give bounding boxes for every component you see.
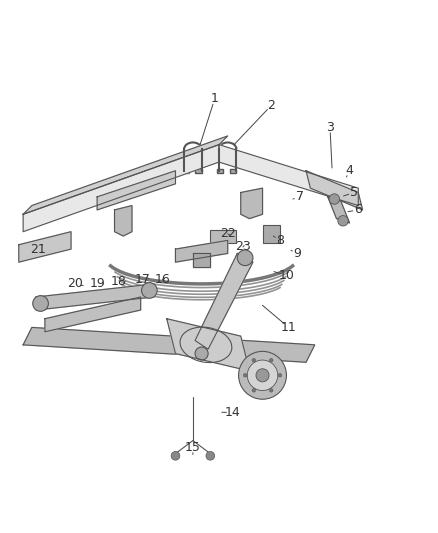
- Polygon shape: [45, 297, 141, 332]
- Polygon shape: [219, 144, 358, 206]
- Text: 10: 10: [279, 269, 294, 282]
- Text: 17: 17: [135, 273, 151, 286]
- Circle shape: [247, 360, 278, 391]
- Circle shape: [141, 282, 157, 298]
- Text: 12: 12: [263, 360, 279, 373]
- Text: 2: 2: [267, 99, 275, 112]
- Circle shape: [206, 451, 215, 460]
- Circle shape: [252, 389, 255, 392]
- Text: 3: 3: [326, 121, 334, 134]
- Text: 13: 13: [254, 373, 270, 386]
- Text: 8: 8: [276, 234, 284, 247]
- Text: 15: 15: [185, 441, 201, 454]
- Polygon shape: [167, 319, 250, 371]
- Circle shape: [195, 347, 208, 360]
- Polygon shape: [115, 206, 132, 236]
- Text: 7: 7: [296, 190, 304, 204]
- Polygon shape: [23, 144, 219, 232]
- Text: 9: 9: [293, 247, 301, 260]
- Circle shape: [252, 359, 255, 362]
- Polygon shape: [23, 136, 228, 214]
- Polygon shape: [23, 327, 315, 362]
- Circle shape: [329, 194, 339, 204]
- Polygon shape: [241, 188, 262, 219]
- Bar: [182, 168, 188, 173]
- Text: 20: 20: [67, 277, 83, 290]
- Circle shape: [171, 451, 180, 460]
- Polygon shape: [306, 171, 363, 210]
- Circle shape: [239, 351, 286, 399]
- Polygon shape: [328, 197, 350, 223]
- Text: 16: 16: [155, 273, 170, 286]
- Bar: [195, 168, 201, 173]
- Circle shape: [256, 369, 269, 382]
- Bar: [210, 230, 237, 243]
- Polygon shape: [195, 254, 253, 349]
- Polygon shape: [19, 232, 71, 262]
- Polygon shape: [193, 254, 210, 266]
- Circle shape: [278, 374, 282, 377]
- Text: 11: 11: [281, 321, 297, 334]
- Text: 14: 14: [224, 406, 240, 419]
- Polygon shape: [36, 284, 154, 310]
- Text: 18: 18: [111, 275, 127, 288]
- Bar: [262, 225, 280, 243]
- Bar: [217, 168, 223, 173]
- Text: 4: 4: [346, 164, 353, 177]
- Circle shape: [269, 359, 273, 362]
- Circle shape: [237, 250, 253, 265]
- Circle shape: [269, 389, 273, 392]
- Text: 19: 19: [89, 277, 105, 290]
- Circle shape: [33, 296, 48, 311]
- Bar: [230, 168, 237, 173]
- Polygon shape: [97, 171, 176, 210]
- Text: 22: 22: [220, 228, 236, 240]
- Text: 21: 21: [31, 243, 46, 256]
- Polygon shape: [176, 240, 228, 262]
- Circle shape: [244, 374, 247, 377]
- Text: 5: 5: [350, 186, 358, 199]
- Circle shape: [338, 215, 348, 226]
- Text: 23: 23: [235, 240, 251, 253]
- Text: 6: 6: [354, 204, 362, 216]
- Text: 1: 1: [211, 92, 219, 106]
